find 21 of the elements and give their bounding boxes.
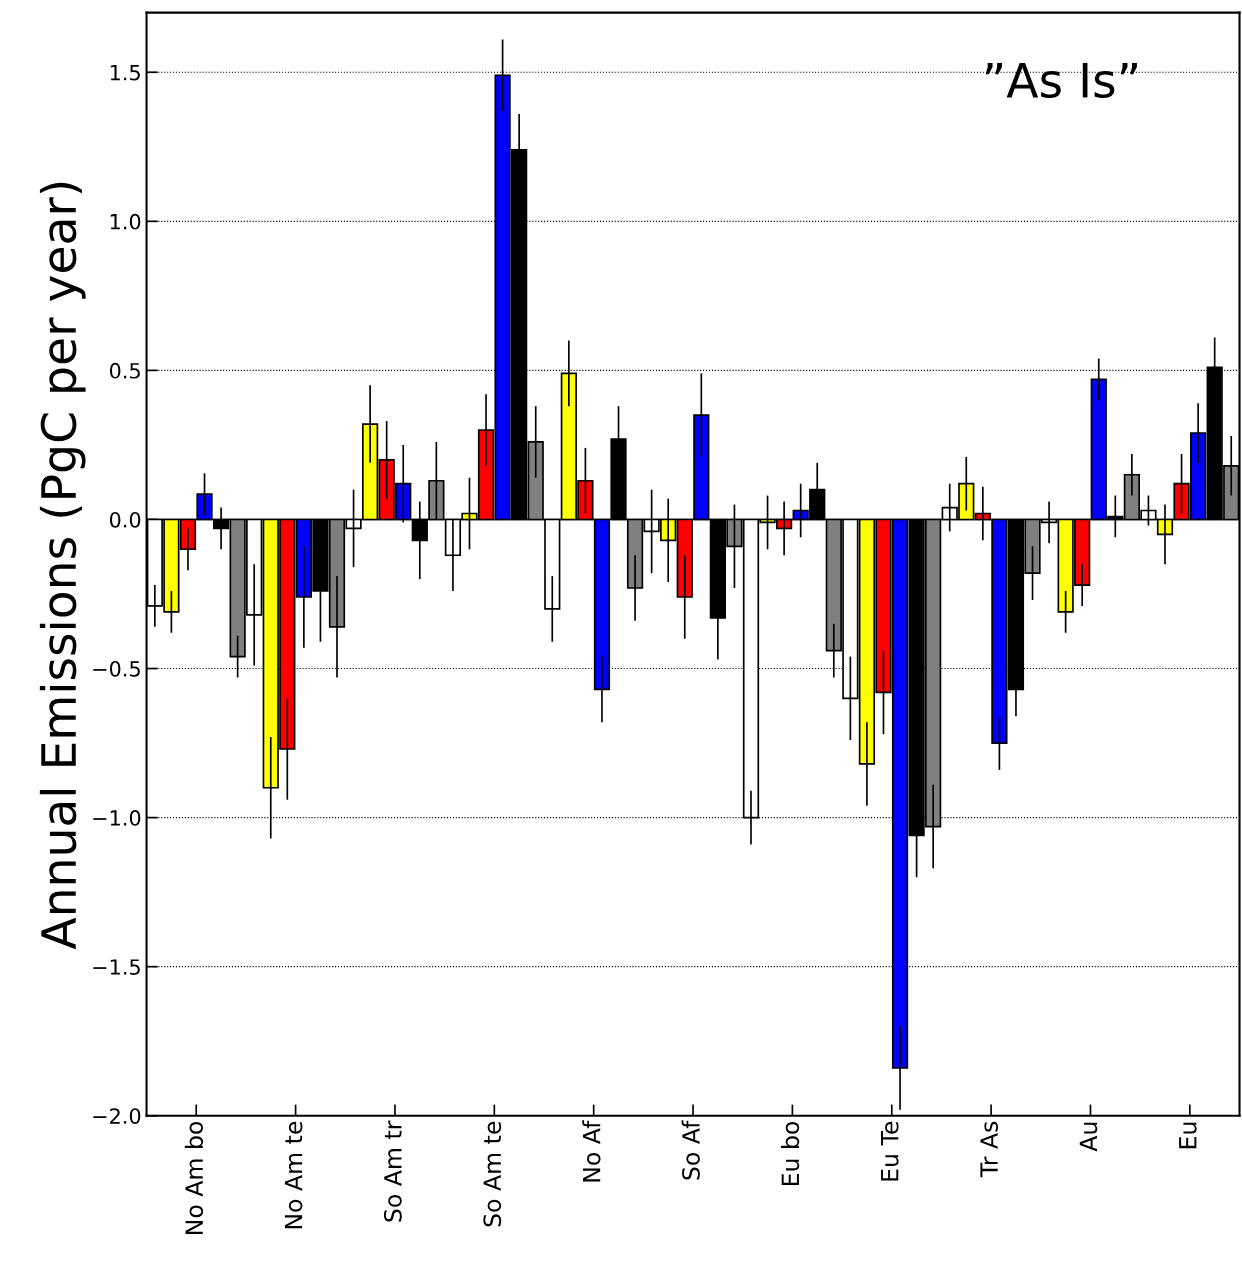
x-tick-label: No Am te [284,1121,303,1229]
x-tick-label: No Am bo [184,1121,204,1234]
y-axis-title: Annual Emissions (PgC per year) [39,182,86,950]
y-tick-label: −1.0 [93,810,141,826]
y-tick-label: 0.0 [109,511,141,528]
x-tick-label: So Af [681,1120,700,1180]
annotation: ”As Is” [985,62,1137,99]
y-tick-label: −2.0 [93,1108,141,1124]
x-tick-label: So Am te [483,1121,502,1227]
x-tick-label: Eu bo [780,1121,800,1186]
y-tick-label: 1.0 [110,213,141,230]
y-tick-label: −0.5 [93,660,140,677]
y-tick-label: 1.5 [110,65,140,81]
x-tick-label: Tr As [980,1121,998,1178]
x-tick-label: No Af [582,1120,601,1182]
x-tick-label: So Am tr [383,1120,402,1222]
x-tick-label: Eu [1179,1122,1197,1149]
y-tick-label: −1.5 [93,959,140,975]
y-tick-label: 0.5 [109,362,140,379]
x-tick-label: Eu Te [881,1121,899,1181]
x-tick-label: Au [1079,1122,1098,1152]
